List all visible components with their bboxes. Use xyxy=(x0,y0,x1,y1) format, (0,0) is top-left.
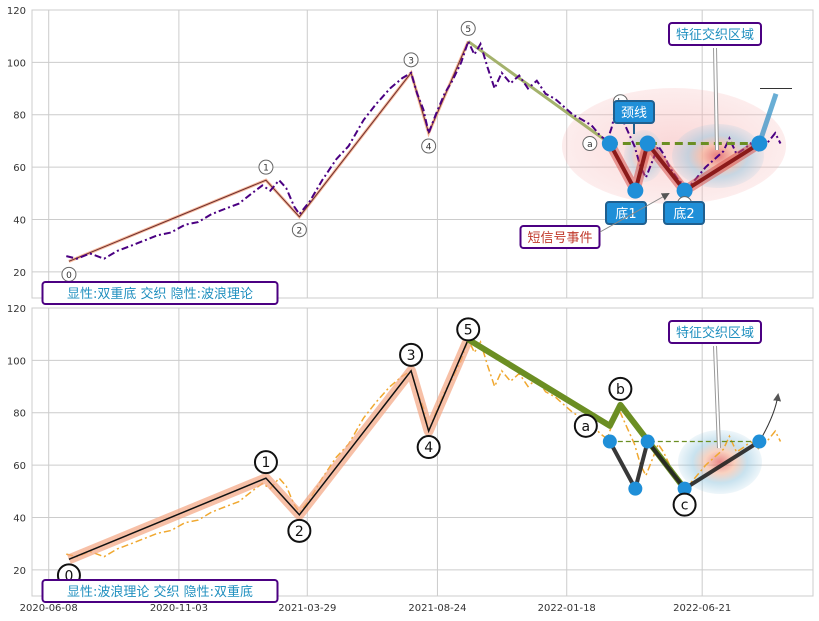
double-bottom-marker xyxy=(751,135,768,152)
y-tick-label: 20 xyxy=(13,566,26,577)
corrective-wave-line xyxy=(467,40,611,145)
y-tick-label: 60 xyxy=(13,163,26,174)
wave-label: 3 xyxy=(408,56,414,66)
y-tick-label: 80 xyxy=(13,409,26,420)
wave-point-b-marker xyxy=(608,376,633,401)
double-bottom-marker xyxy=(628,481,643,496)
x-tick-label: 2021-08-24 xyxy=(408,603,466,614)
y-tick-label: 60 xyxy=(13,461,26,472)
y-tick-label: 80 xyxy=(13,111,26,122)
wave-label: b xyxy=(616,382,625,398)
bottom2-label-box xyxy=(663,201,705,225)
double-bottom-marker xyxy=(602,434,617,449)
wave-label: a xyxy=(582,419,591,435)
wave-point-2-marker xyxy=(287,518,312,543)
zone-label-box xyxy=(668,320,762,344)
y-tick-label: 100 xyxy=(7,356,26,367)
wave-label: 2 xyxy=(295,524,304,540)
wave-label: 1 xyxy=(261,455,270,471)
top-panel: 20406080100120012345abc颈线底1底2短信号事件特征交织区域… xyxy=(7,6,814,305)
x-tick-label: 2022-06-21 xyxy=(673,603,731,614)
x-tick-label: 2021-03-29 xyxy=(278,603,336,614)
wave-label: 3 xyxy=(407,348,416,364)
wave-label: 0 xyxy=(64,568,73,584)
bottom2-label: 底2 xyxy=(673,206,694,222)
wave-label: 1 xyxy=(263,164,269,174)
wave-point-a-marker xyxy=(573,413,598,438)
y-tick-label: 100 xyxy=(7,58,26,69)
wave-point-1-marker xyxy=(258,159,274,175)
panel-caption: 显性:双重底 交织 隐性:波浪理论 xyxy=(67,286,253,302)
bottom1-label: 底1 xyxy=(615,206,636,222)
wave-point-3-marker xyxy=(403,52,419,68)
wave-point-3-marker xyxy=(399,342,424,367)
wave-label: a xyxy=(587,140,593,150)
double-bottom-marker xyxy=(752,434,767,449)
neckline-label-box xyxy=(613,100,655,124)
y-tick-label: 120 xyxy=(7,304,26,315)
wave-label: 5 xyxy=(465,25,471,35)
wave-point-4-marker xyxy=(416,435,441,460)
zone-label: 特征交织区域 xyxy=(676,325,754,341)
wave-point-1-marker xyxy=(253,450,278,475)
short-signal-label-box xyxy=(519,225,601,249)
zone-pointer-inner xyxy=(714,345,720,449)
short-signal-label: 短信号事件 xyxy=(527,231,592,246)
panel-caption: 显性:波浪理论 交织 隐性:双重底 xyxy=(67,584,253,600)
panel-caption-box xyxy=(41,281,279,305)
short-signal-arrow xyxy=(599,193,670,233)
y-tick-label: 40 xyxy=(13,513,26,524)
x-tick-label: 2020-06-08 xyxy=(20,603,78,614)
breakout-projection xyxy=(756,92,779,145)
panel-caption-box xyxy=(41,579,279,603)
wave-label: 5 xyxy=(464,322,473,338)
double-bottom-marker xyxy=(677,481,692,496)
wave-point-a-marker xyxy=(582,136,598,152)
wave-label: 0 xyxy=(66,271,72,281)
wave-point-5-marker xyxy=(460,20,476,36)
y-tick-label: 120 xyxy=(7,6,26,17)
zone-label: 特征交织区域 xyxy=(676,27,754,43)
double-bottom-marker xyxy=(601,135,618,152)
wave-label: 2 xyxy=(297,226,303,236)
wave-label: 4 xyxy=(426,143,432,153)
y-tick-label: 40 xyxy=(13,215,26,226)
double-bottom-marker xyxy=(627,182,644,199)
zone-label-box xyxy=(668,22,762,46)
y-tick-label: 20 xyxy=(13,268,26,279)
x-tick-label: 2022-01-18 xyxy=(538,603,596,614)
wave-point-5-marker xyxy=(456,317,481,342)
wave-label: c xyxy=(681,498,689,514)
zone-pointer-inner xyxy=(714,47,718,151)
double-bottom-marker xyxy=(639,135,656,152)
wave-point-4-marker xyxy=(421,138,437,154)
neckline-label: 颈线 xyxy=(621,106,647,121)
impulse-wave-line xyxy=(68,339,469,561)
wave-label: 4 xyxy=(424,440,433,456)
double-bottom-marker xyxy=(676,182,693,199)
double-bottom-marker xyxy=(640,434,655,449)
bottom1-label-box xyxy=(605,201,647,225)
x-tick-label: 2020-11-03 xyxy=(150,603,208,614)
wave-point-2-marker xyxy=(291,222,307,238)
wave-point-c-marker xyxy=(672,492,697,517)
